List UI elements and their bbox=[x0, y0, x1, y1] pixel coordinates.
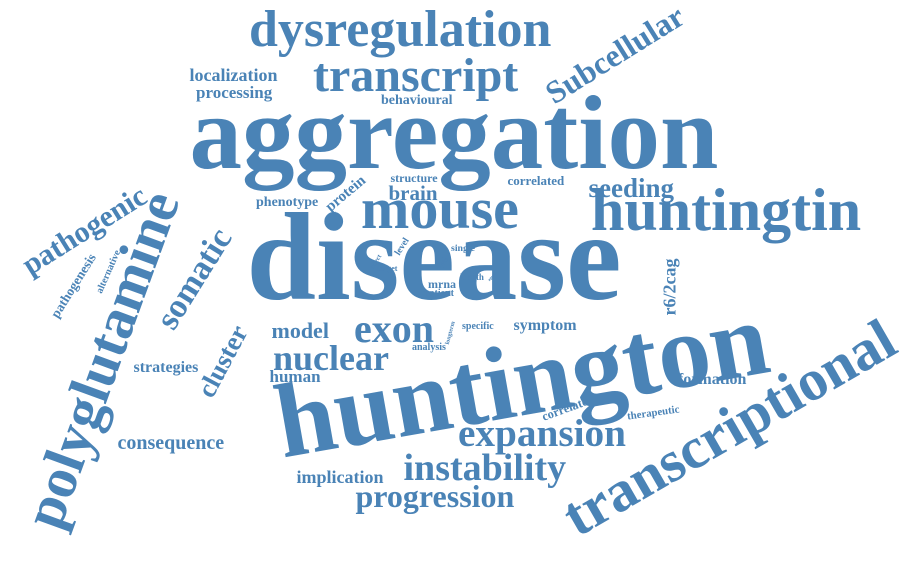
word-progression: progression bbox=[355, 478, 515, 514]
word-exon: exon bbox=[354, 306, 434, 351]
word-structure: structure bbox=[390, 171, 438, 185]
word-cluster: cluster bbox=[190, 319, 254, 402]
word-model: model bbox=[271, 318, 329, 343]
word-nuclear: nuclear bbox=[273, 338, 389, 378]
word-seeding: seeding bbox=[588, 173, 675, 203]
word-instability: instability bbox=[403, 447, 567, 489]
word-target: target bbox=[377, 264, 398, 273]
word-strategies: strategies bbox=[133, 359, 199, 376]
word-formation: formation bbox=[678, 371, 747, 388]
word-implication: implication bbox=[296, 467, 384, 487]
word-single: single bbox=[451, 243, 476, 254]
word-consequence: consequence bbox=[117, 432, 225, 454]
word-length: length bbox=[460, 271, 484, 282]
word-localization: localization bbox=[189, 65, 278, 85]
word-huntingtin: huntingtin bbox=[591, 177, 862, 243]
word-aggregation: aggregation bbox=[189, 74, 719, 191]
word-r6-2cag: r6/2cag bbox=[658, 258, 679, 316]
word-dysregulation: dysregulation bbox=[249, 1, 552, 58]
word-phenotype: phenotype bbox=[256, 195, 319, 210]
word-analysis: analysis bbox=[412, 342, 446, 353]
word-patient: patient bbox=[424, 288, 454, 299]
word-symptom: symptom bbox=[513, 317, 577, 334]
word-human: human bbox=[269, 367, 321, 386]
word-behavioural: behavioural bbox=[381, 93, 453, 108]
word-correlated: correlated bbox=[507, 173, 565, 188]
word-processing: processing bbox=[196, 83, 273, 102]
word-mrna: mrna bbox=[428, 277, 456, 291]
word-mouse: mouse bbox=[361, 176, 519, 241]
word-disease: disease bbox=[246, 189, 622, 327]
word-brain: brain bbox=[388, 181, 438, 205]
word-expansion: expansion bbox=[458, 412, 626, 455]
word-specific: specific bbox=[462, 321, 494, 332]
word-transcript: transcript bbox=[313, 49, 519, 102]
